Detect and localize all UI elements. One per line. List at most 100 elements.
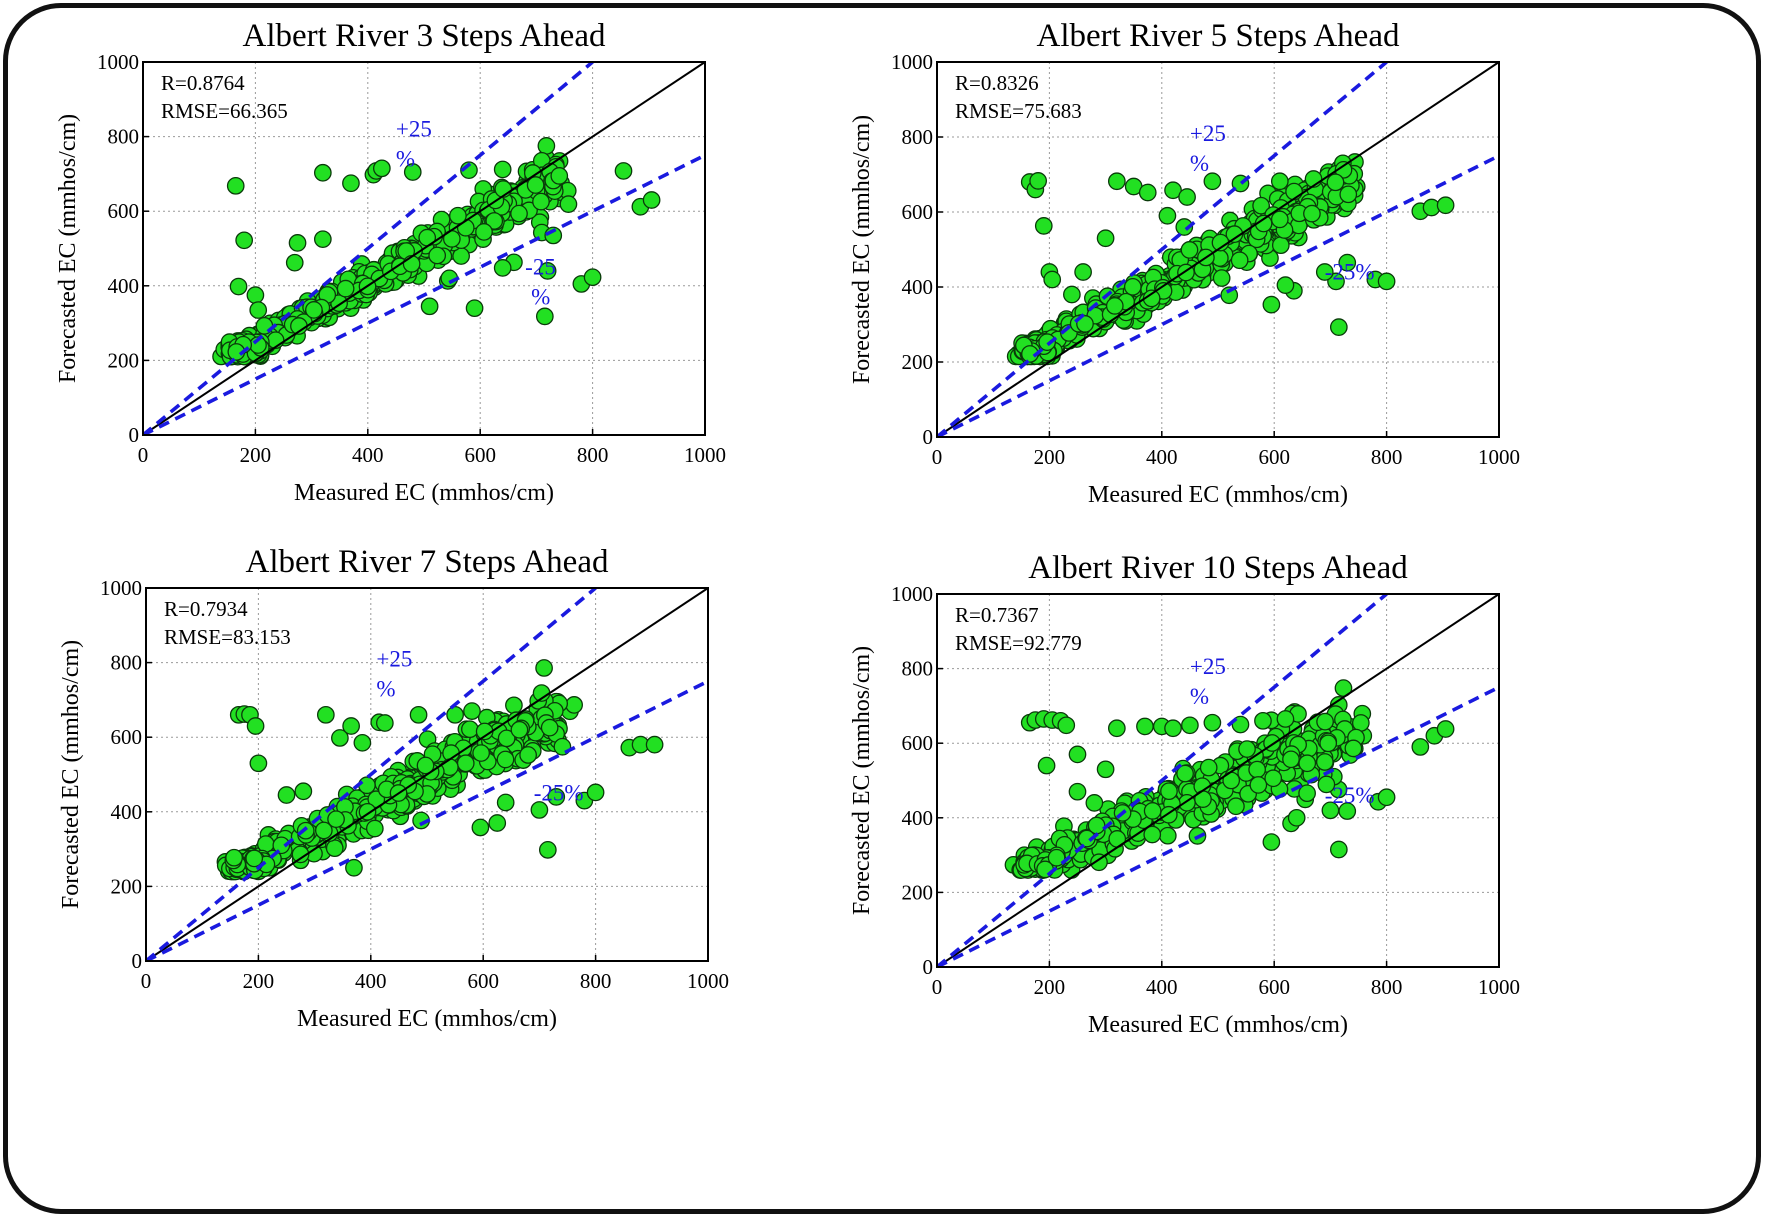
plus-25-label-percent: % (376, 676, 395, 701)
scatter-point (456, 754, 475, 773)
chart-title: Albert River 5 Steps Ahead (1037, 18, 1400, 54)
scatter-point (225, 848, 243, 867)
scatter-point (565, 696, 583, 714)
scatter-point-outlier (1203, 172, 1222, 191)
scatter-point (497, 729, 516, 748)
scatter-point-outlier (496, 793, 515, 812)
scatter-point-outlier (1043, 270, 1062, 289)
x-tick-label: 1000 (687, 969, 729, 993)
y-tick-label: 800 (111, 651, 143, 675)
scatter-point (1319, 734, 1338, 753)
y-tick-label: 800 (902, 125, 934, 149)
stat-rmse: RMSE=83.153 (164, 625, 291, 649)
scatter-point-outlier (229, 277, 248, 296)
scatter-point (532, 192, 550, 211)
scatter-point-outlier (645, 735, 664, 754)
scatter-point-outlier (446, 705, 464, 724)
y-tick-label: 600 (108, 199, 140, 223)
scatter-point-outlier (1068, 745, 1087, 764)
scatter-point-outlier (1436, 720, 1455, 738)
figure-border (3, 3, 1761, 1214)
scatter-point-outlier (642, 191, 661, 209)
x-tick-label: 600 (464, 443, 496, 467)
scatter-point (1143, 825, 1162, 844)
plus-25-line (146, 588, 597, 961)
scatter-point (485, 212, 504, 230)
scatter-point (559, 195, 578, 213)
scatter-point (526, 176, 545, 194)
scatter-point-outlier (1220, 286, 1239, 305)
scatter-point (365, 819, 384, 838)
scatter-point (291, 845, 310, 864)
scatter-point-outlier (342, 717, 360, 735)
minus-25-label: -25% (534, 781, 584, 806)
scatter-point-outlier (535, 307, 554, 326)
x-tick-label: 800 (1371, 975, 1403, 999)
scatter-point (358, 776, 376, 795)
scatter-point (336, 279, 355, 298)
x-tick-label: 400 (352, 443, 384, 467)
minus-25-line (146, 679, 708, 961)
identity-line (937, 62, 1499, 437)
x-tick-label: 800 (580, 969, 612, 993)
x-tick-label: 200 (1034, 445, 1066, 469)
scatter-point (1227, 797, 1245, 816)
scatter-point-outlier (1203, 713, 1222, 732)
scatter-point-outlier (1074, 263, 1092, 281)
scatter-point-outlier (1329, 318, 1348, 336)
x-tick-label: 800 (1371, 445, 1403, 469)
plot-frame (936, 593, 1500, 968)
scatter-point (1316, 712, 1334, 731)
scatter-point-outlier (372, 159, 391, 178)
scatter-point-outlier (1158, 206, 1177, 225)
scatter-point (305, 301, 323, 319)
stat-rmse: RMSE=92.779 (955, 631, 1082, 655)
plus-25-line (143, 62, 594, 435)
scatter-point-outlier (530, 801, 549, 819)
y-axis-label: Forecasted EC (mmhos/cm) (55, 114, 81, 383)
scatter-point-outlier (249, 754, 268, 773)
scatter-point (472, 744, 490, 762)
scatter-point-outlier (375, 714, 394, 732)
scatter-point-outlier (1276, 276, 1295, 294)
scatter-point (1238, 740, 1256, 758)
scatter-point-outlier (1329, 840, 1348, 859)
scatter-point (1326, 173, 1345, 192)
scatter-point (1143, 802, 1162, 820)
x-tick-label: 200 (1034, 975, 1066, 999)
scatter-point-outlier (1107, 172, 1126, 191)
x-tick-label: 0 (138, 443, 149, 467)
x-axis-label: Measured EC (mmhos/cm) (1088, 482, 1348, 508)
chart-title: Albert River 10 Steps Ahead (1028, 550, 1408, 586)
scatter-point-outlier (614, 162, 633, 180)
y-tick-label: 600 (111, 725, 143, 749)
y-tick-label: 200 (902, 350, 934, 374)
plus-25-line (937, 62, 1388, 437)
scatter-point (402, 255, 421, 273)
chart-panel-4: Albert River 10 Steps Ahead 0 200 400 600 800… (849, 550, 1520, 1038)
scatter-point-outlier (1164, 719, 1182, 738)
x-tick-label: 0 (932, 975, 943, 999)
scatter-point (1264, 769, 1283, 788)
scatter-point-outlier (547, 788, 566, 806)
y-tick-label: 0 (132, 949, 143, 973)
y-tick-label: 0 (923, 955, 934, 979)
scatter-point-outlier (1327, 272, 1345, 291)
scatter-point-outlier (586, 783, 605, 802)
scatter-point-outlier (353, 733, 372, 752)
scatter-point-outlier (313, 230, 332, 249)
y-tick-label: 1000 (891, 50, 933, 74)
scatter-point-outlier (1085, 794, 1104, 812)
plus-25-label: +25 (396, 117, 432, 142)
scatter-point-outlier (409, 705, 428, 724)
stat-r: R=0.8326 (955, 71, 1039, 95)
scatter-point-outlier (1164, 181, 1182, 200)
scatter-point-outlier (1287, 808, 1306, 827)
scatter-point-outlier (1096, 760, 1115, 779)
minus-25-label: -25 (525, 255, 556, 280)
minus-25-label: -25% (1325, 260, 1375, 285)
scatter-point-outlier (403, 163, 422, 181)
x-tick-label: 0 (141, 969, 152, 993)
scatter-point-outlier (1411, 738, 1430, 756)
y-tick-label: 400 (111, 800, 143, 824)
